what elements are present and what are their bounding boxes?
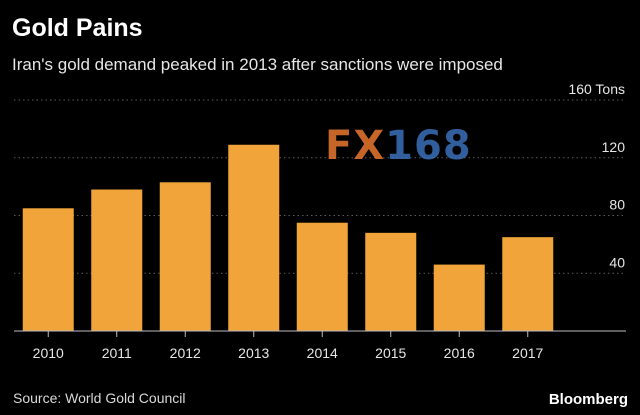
- x-axis-labels: 2010 2011 2012 2013 2014 2015 2016 2017: [33, 331, 544, 361]
- bar-2014: [296, 222, 348, 331]
- x-tick-label-2016: 2016: [444, 345, 475, 361]
- bar-2010: [22, 208, 74, 331]
- x-tick-label-2012: 2012: [170, 345, 201, 361]
- bar-2017: [502, 237, 554, 331]
- bar-2016: [433, 264, 485, 331]
- bar-2011: [91, 189, 143, 331]
- watermark-number-text: 168: [385, 123, 472, 169]
- bloomberg-logo: Bloomberg: [548, 391, 628, 408]
- bar-2015: [365, 232, 417, 331]
- chart-title: Gold Pains: [12, 14, 143, 42]
- x-tick-label-2011: 2011: [102, 345, 132, 361]
- x-tick-label-2017: 2017: [512, 345, 543, 361]
- source-note: Source: World Gold Council: [13, 390, 186, 406]
- y-tick-label-160: 160 Tons: [568, 81, 625, 97]
- y-tick-label-40: 40: [609, 254, 625, 270]
- chart-subtitle: Iran's gold demand peaked in 2013 after …: [12, 55, 503, 74]
- bar-2013: [228, 144, 280, 331]
- y-tick-label-80: 80: [609, 197, 625, 213]
- bar-2012: [159, 182, 211, 331]
- x-tick-label-2014: 2014: [307, 345, 338, 361]
- x-tick-label-2013: 2013: [238, 345, 269, 361]
- y-tick-label-120: 120: [602, 139, 626, 155]
- bars: [22, 144, 554, 331]
- x-tick-label-2015: 2015: [375, 345, 406, 361]
- fx168-watermark-logo: FX168: [325, 123, 472, 169]
- watermark-fx-text: FX: [325, 123, 386, 169]
- y-axis-labels: 40 80 120 160 Tons: [568, 81, 625, 270]
- x-tick-label-2010: 2010: [33, 345, 64, 361]
